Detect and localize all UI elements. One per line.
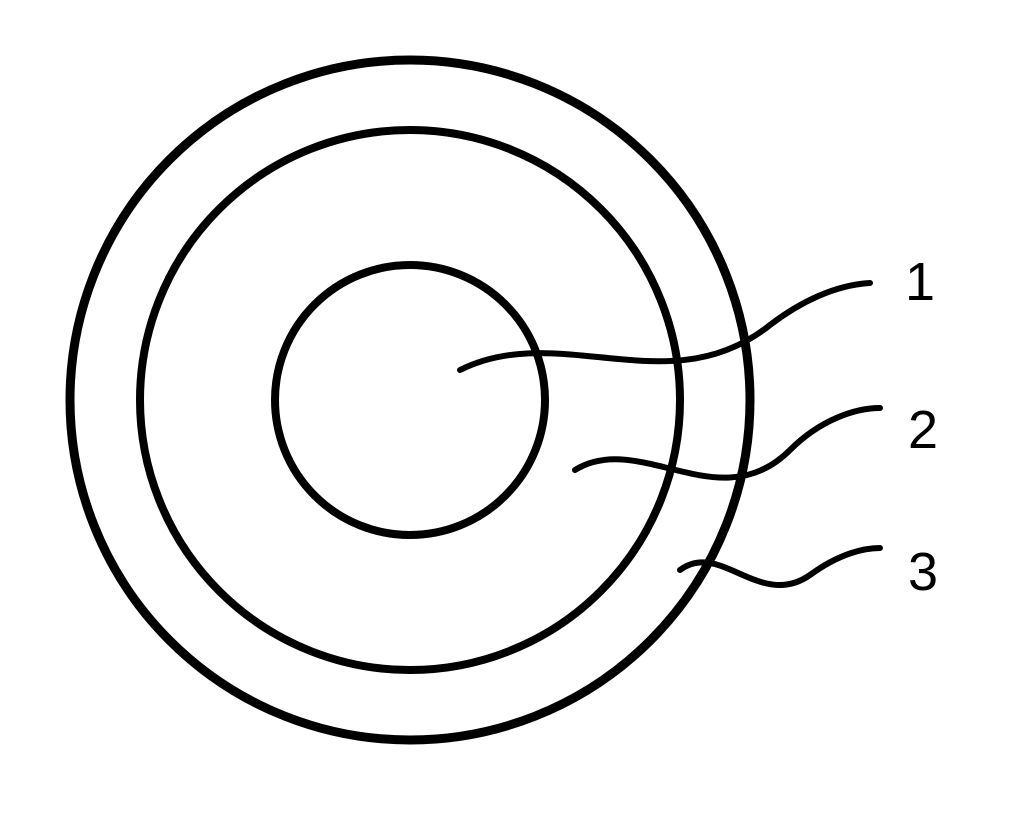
leader-line-2	[575, 408, 880, 478]
label-2: 2	[908, 400, 938, 460]
inner-circle	[275, 265, 545, 535]
label-3: 3	[908, 542, 938, 602]
middle-circle	[140, 130, 680, 670]
outer-circle	[70, 60, 750, 740]
label-1: 1	[905, 252, 935, 312]
concentric-diagram: 1 2 3	[0, 0, 1017, 815]
